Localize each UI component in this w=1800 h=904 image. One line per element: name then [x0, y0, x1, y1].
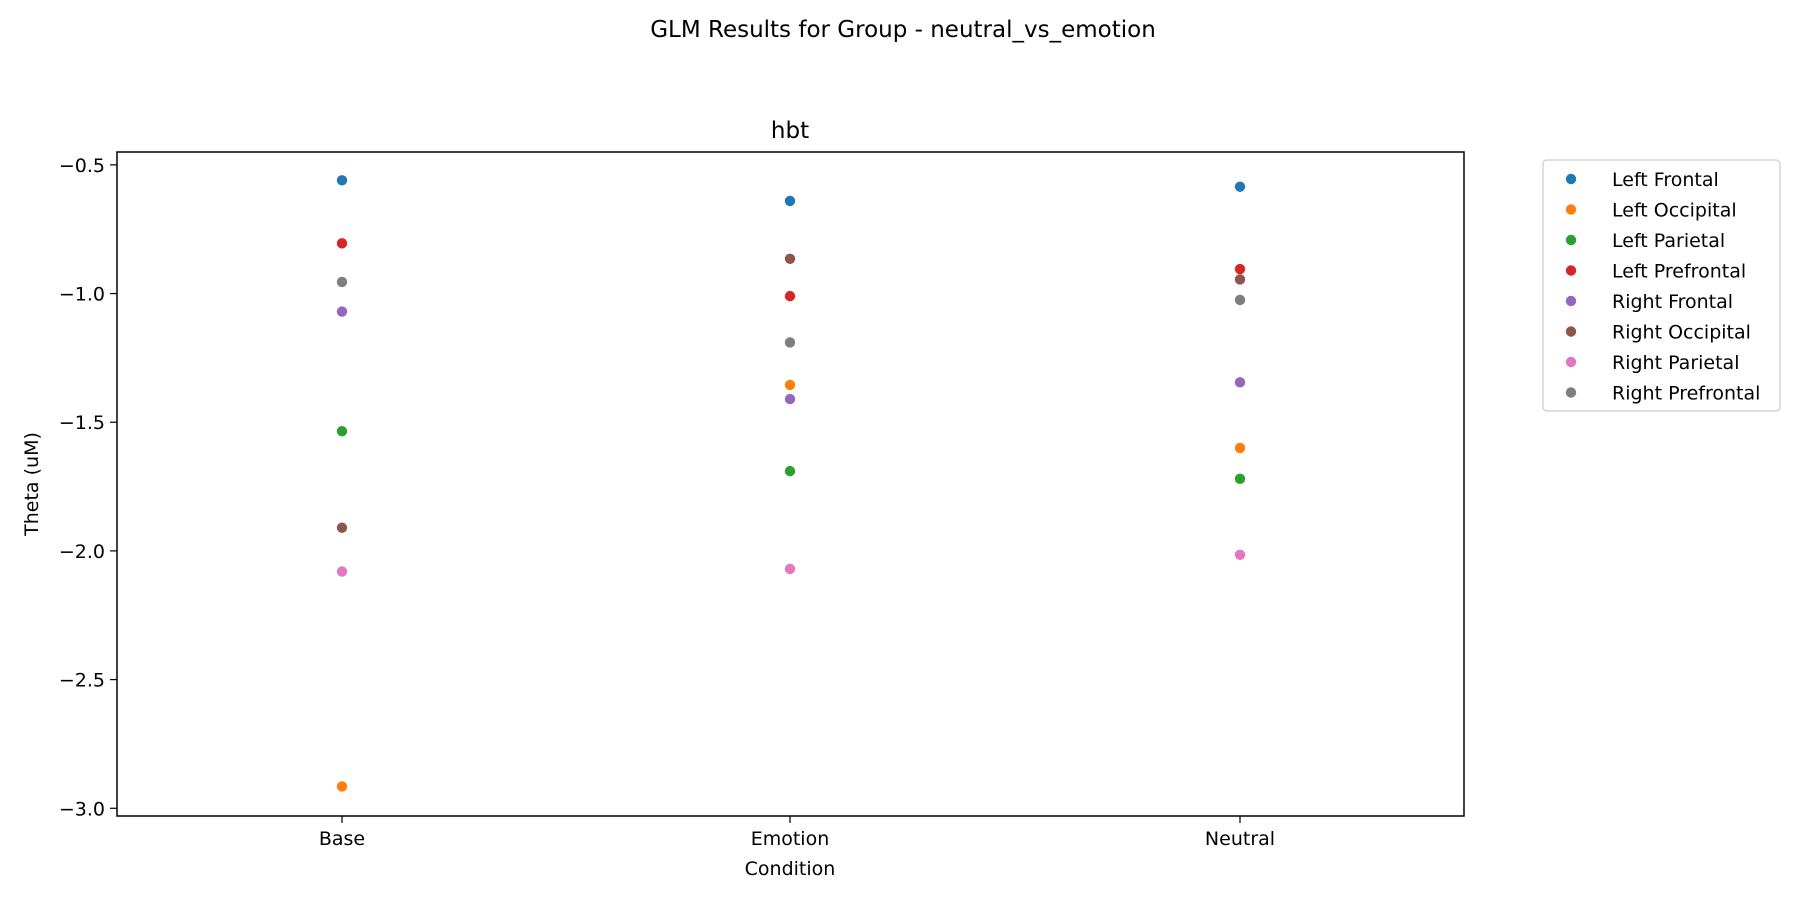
legend: Left Frontal Left Occipital Left Parietal L…	[1542, 159, 1781, 412]
y-tick-label: −2.5	[59, 670, 105, 692]
legend-marker	[1565, 204, 1577, 215]
legend-marker	[1565, 295, 1577, 307]
legend-label: Right Parietal	[1612, 352, 1739, 374]
point-left-prefrontal	[784, 290, 796, 302]
point-right-parietal	[1234, 549, 1246, 560]
y-axis: −0.5 −1.0 −1.5 −2.0 −2.5 −3.0	[59, 155, 117, 820]
y-axis-label: Theta (uM)	[21, 432, 43, 537]
point-left-prefrontal	[1234, 263, 1246, 275]
point-left-frontal	[336, 175, 348, 186]
legend-marker	[1565, 265, 1577, 276]
plot-area	[116, 151, 1465, 817]
x-tick-label: Base	[319, 828, 365, 850]
point-left-frontal	[784, 195, 796, 207]
y-tick-label: −2.0	[59, 541, 105, 563]
legend-marker	[1565, 234, 1577, 246]
chart-title: hbt	[771, 118, 809, 144]
point-left-parietal	[1234, 473, 1246, 485]
y-tick-label: −1.0	[59, 284, 105, 306]
point-right-prefrontal	[1234, 294, 1246, 306]
legend-marker	[1565, 326, 1577, 337]
point-left-parietal	[336, 426, 348, 437]
point-right-frontal	[336, 306, 348, 317]
point-left-prefrontal	[336, 238, 348, 249]
legend-label: Left Prefrontal	[1612, 261, 1746, 283]
y-tick-label: −0.5	[59, 155, 105, 177]
data-points	[336, 175, 1246, 792]
legend-marker	[1565, 173, 1577, 185]
x-tick-label: Emotion	[751, 828, 830, 850]
legend-label: Left Parietal	[1612, 230, 1725, 252]
y-tick-label: −1.5	[59, 412, 105, 434]
legend-label: Right Prefrontal	[1612, 383, 1760, 405]
point-right-parietal	[336, 566, 348, 577]
point-right-frontal	[784, 393, 796, 405]
point-right-occipital	[1234, 274, 1246, 285]
legend-label: Left Frontal	[1612, 169, 1719, 191]
legend-label: Left Occipital	[1612, 200, 1737, 222]
x-axis: Base Emotion Neutral	[319, 816, 1275, 850]
x-axis-label: Condition	[745, 858, 836, 880]
point-left-occipital	[336, 781, 348, 792]
point-left-occipital	[784, 379, 796, 391]
point-left-parietal	[784, 465, 796, 477]
point-left-occipital	[1234, 442, 1246, 454]
point-right-prefrontal	[336, 276, 348, 288]
point-right-frontal	[1234, 377, 1246, 388]
figure-suptitle: GLM Results for Group - neutral_vs_emoti…	[650, 17, 1156, 43]
point-right-prefrontal	[784, 337, 796, 348]
point-right-occipital	[784, 253, 796, 265]
y-tick-label: −3.0	[59, 798, 105, 820]
legend-label: Right Frontal	[1612, 291, 1733, 313]
point-left-frontal	[1234, 181, 1246, 192]
legend-frame	[1542, 159, 1781, 412]
legend-label: Right Occipital	[1612, 322, 1751, 344]
legend-marker	[1565, 387, 1577, 398]
point-right-occipital	[336, 522, 348, 533]
x-tick-label: Neutral	[1205, 828, 1275, 850]
legend-marker	[1565, 356, 1577, 368]
point-right-parietal	[784, 563, 796, 575]
